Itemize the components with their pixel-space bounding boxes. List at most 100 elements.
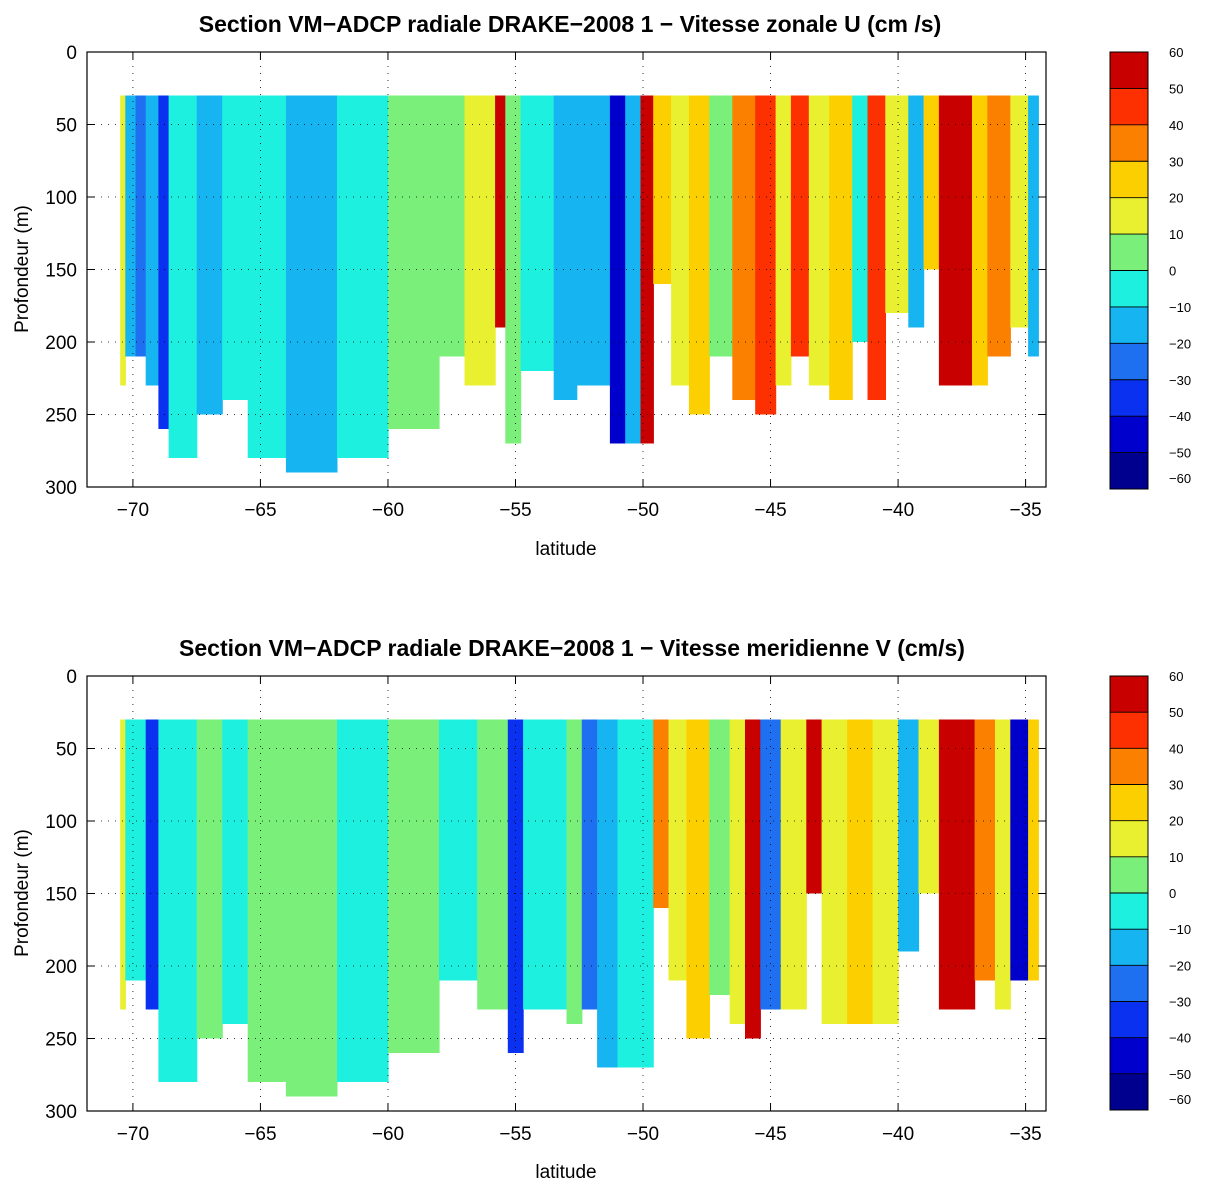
y-tick-label: 50 (56, 116, 77, 137)
x-tick-label: −45 (754, 500, 786, 521)
heatmap-cell (597, 719, 619, 1068)
x-tick-label: −45 (754, 1124, 786, 1145)
heatmap-cell (145, 95, 160, 386)
x-axis-ticks: −70 −65 −60 −55 −50 −45 −40 −35 (117, 676, 1042, 1145)
colorbar-tick-label: 0 (1169, 264, 1176, 279)
colorbar-swatch (1110, 124, 1148, 162)
heatmap-cell (668, 719, 687, 981)
heatmap-cell (987, 95, 1011, 357)
colorbar-tick-label: −60 (1169, 471, 1191, 486)
colorbar-swatch (1110, 270, 1148, 308)
heatmap-cell (760, 719, 782, 1010)
heatmap-cell (898, 719, 920, 952)
y-tick-label: 300 (45, 1102, 77, 1123)
colorbar-tick-label: 10 (1169, 850, 1183, 865)
colorbar-tick-label: 50 (1169, 705, 1183, 720)
heatmap-cell (145, 719, 160, 1010)
heatmap-cell (495, 95, 506, 328)
y-tick-label: 200 (45, 333, 77, 354)
colorbar-swatch (1110, 234, 1148, 271)
colorbar-swatch (1110, 343, 1148, 380)
heatmap-cell (337, 719, 389, 1082)
heatmap-cell (1010, 95, 1029, 328)
heatmap-cell (439, 95, 466, 357)
heatmap-cell (1010, 719, 1029, 981)
colorbar-swatch (1110, 965, 1148, 1002)
x-tick-label: −35 (1009, 1124, 1041, 1145)
heatmap-cell (196, 95, 223, 415)
heatmap-cell (923, 95, 940, 270)
x-tick-label: −65 (244, 500, 276, 521)
heatmap-cell (222, 719, 249, 1024)
heatmap-cell (581, 719, 598, 1010)
heatmap-cell (125, 719, 147, 981)
heatmap-cell (732, 95, 756, 400)
x-axis-label: latitude (535, 1162, 596, 1183)
heatmap-cell (196, 719, 223, 1039)
heatmap-cell (852, 95, 869, 342)
heatmap-cell (867, 95, 886, 400)
x-tick-label: −55 (499, 500, 531, 521)
heatmap-cell (709, 95, 733, 357)
colorbar-swatch (1110, 712, 1148, 749)
heatmap-cell (885, 95, 909, 313)
panel-meridional-velocity: Section VM−ADCP radiale DRAKE−2008 1 − V… (12, 635, 1191, 1183)
heatmap-cell (671, 95, 690, 386)
heatmap-cell (609, 95, 626, 444)
heatmap-cell (464, 95, 496, 386)
chart-title: Section VM−ADCP radiale DRAKE−2008 1 − V… (199, 11, 941, 37)
heatmap-cell (477, 719, 509, 1010)
x-tick-label: −35 (1009, 500, 1041, 521)
colorbar-swatch (1110, 748, 1148, 785)
heatmap-cell (653, 95, 672, 284)
heatmap-cell (222, 95, 249, 400)
chart-title: Section VM−ADCP radiale DRAKE−2008 1 − V… (179, 635, 965, 661)
heatmap-cell (617, 719, 654, 1068)
heatmap-cell (872, 719, 899, 1024)
colorbar-tick-label: −30 (1169, 373, 1191, 388)
heatmap-cell (158, 719, 198, 1082)
colorbar-swatch (1110, 784, 1148, 821)
colorbar: −60 −50 −40 −30 −20 −10 0 10 20 30 40 50 60 (1109, 669, 1191, 1111)
heatmap-cell (135, 95, 147, 357)
colorbar-swatch (1110, 197, 1148, 235)
y-tick-label: 0 (66, 43, 77, 64)
heatmap-cell (285, 95, 338, 473)
heatmap-cell (729, 719, 746, 1024)
heatmap-cell (755, 95, 777, 415)
x-tick-label: −70 (117, 500, 149, 521)
x-tick-label: −50 (627, 1124, 659, 1145)
colorbar-tick-label: 40 (1169, 118, 1183, 133)
heatmap-cell (576, 95, 611, 386)
y-tick-label: 250 (45, 1030, 77, 1051)
heatmap-cell (709, 719, 731, 995)
heatmap-cell (974, 719, 996, 981)
y-tick-label: 100 (45, 812, 77, 833)
heatmap-cell (806, 719, 823, 894)
colorbar-tick-label: −10 (1169, 922, 1191, 937)
colorbar-tick-label: −40 (1169, 1031, 1191, 1046)
heatmap-cell (821, 719, 848, 1024)
colorbar-tick-label: 20 (1169, 814, 1183, 829)
colorbar-tick-label: −40 (1169, 409, 1191, 424)
colorbar-tick-label: −10 (1169, 300, 1191, 315)
y-tick-label: 200 (45, 957, 77, 978)
heatmap-cell (388, 719, 440, 1053)
colorbar-swatch (1110, 161, 1148, 198)
heatmap-cell (553, 95, 578, 400)
colorbar-swatch (1110, 856, 1148, 894)
heatmap-cell (125, 95, 137, 357)
heatmap-cell (790, 95, 810, 357)
heatmap-marks (120, 95, 1039, 473)
heatmap-cell (247, 95, 287, 458)
y-axis-label: Profondeur (m) (12, 205, 33, 333)
colorbar-tick-label: 0 (1169, 886, 1176, 901)
heatmap-cell (972, 95, 988, 386)
heatmap-cell (829, 95, 853, 400)
heatmap-cell (808, 95, 830, 386)
colorbar-swatch (1110, 452, 1148, 490)
colorbar-tick-label: 50 (1169, 81, 1183, 96)
heatmap-cell (688, 95, 710, 415)
colorbar-swatch (1110, 1073, 1148, 1111)
